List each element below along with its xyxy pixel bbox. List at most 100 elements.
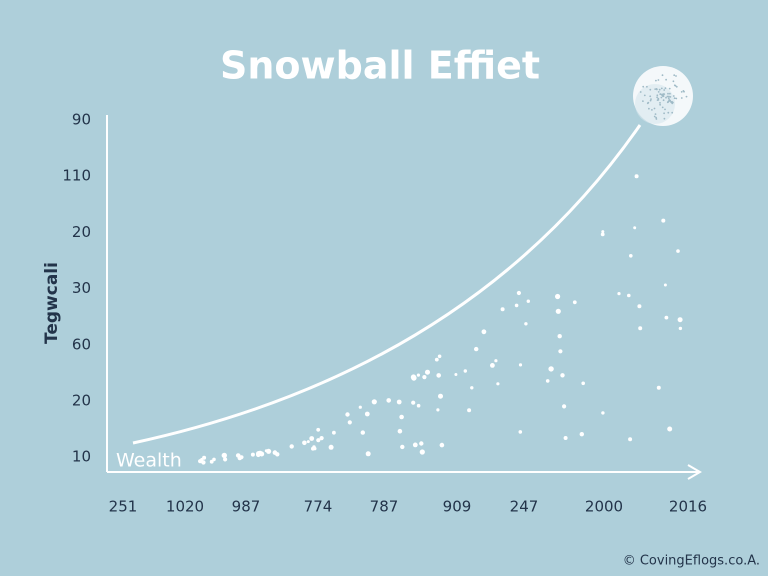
snowball-speck	[673, 84, 676, 87]
snowball-speck	[685, 95, 688, 98]
growth-curve	[132, 124, 642, 445]
snowball-speck	[667, 111, 670, 114]
snow-dot	[332, 430, 336, 435]
snow-dot	[557, 334, 562, 339]
snow-dot	[209, 459, 214, 464]
snow-dot	[200, 457, 204, 462]
snow-dot	[416, 373, 420, 377]
snowball-speck	[653, 107, 656, 110]
snow-dot	[397, 428, 403, 434]
snowball-speck	[680, 97, 683, 99]
snow-dot	[399, 414, 404, 420]
snow-dot	[676, 249, 680, 253]
snowball-speck	[649, 95, 652, 98]
snow-dot	[629, 254, 633, 258]
snowball-speck	[654, 88, 657, 90]
snowball-speck	[650, 98, 652, 100]
snow-dot	[311, 446, 315, 451]
snow-dot	[548, 366, 554, 372]
snow-dot	[555, 293, 561, 300]
y-label: 10	[72, 448, 91, 466]
snow-dot	[481, 329, 487, 335]
snow-dot	[425, 369, 430, 375]
snow-dot	[439, 442, 445, 448]
snow-dot	[360, 430, 365, 435]
snow-dot	[364, 411, 370, 417]
snowball-speck	[675, 97, 678, 100]
snowball-speck	[664, 108, 666, 111]
snow-dot	[319, 436, 324, 441]
snowball-speck	[683, 90, 685, 93]
snow-dot	[558, 349, 563, 354]
snow-dot	[572, 300, 577, 305]
snow-dot	[637, 304, 642, 309]
y-labels: 90 110 20 30 60 20 10	[62, 111, 91, 466]
snow-dot	[617, 292, 621, 296]
snow-dot	[638, 326, 643, 331]
snowball-speck	[661, 106, 664, 109]
x-label: 1020	[166, 498, 204, 516]
snow-dot	[410, 374, 417, 380]
snow-dot	[627, 293, 631, 298]
snow-dot	[677, 317, 683, 323]
snowball-speck	[663, 112, 665, 115]
snow-dot	[386, 398, 392, 403]
snow-dot	[358, 405, 362, 409]
snowball-speck	[646, 102, 649, 105]
snowball-speck	[663, 93, 666, 95]
snow-dot	[396, 399, 402, 405]
snowball-speck	[639, 91, 642, 93]
y-label: 60	[72, 335, 91, 353]
y-label: 90	[72, 111, 91, 129]
snowball-speck	[655, 79, 657, 82]
snowball-speck	[653, 115, 656, 118]
snowball-speck	[657, 99, 660, 101]
snow-dot	[419, 449, 425, 455]
snow-dot	[661, 218, 666, 223]
snowball-speck	[659, 103, 661, 106]
snow-dot	[434, 357, 439, 362]
x-label: 251	[109, 498, 138, 516]
snow-dot	[494, 359, 498, 363]
snow-dot	[201, 460, 206, 465]
snow-dot	[223, 457, 228, 462]
snowball-speck	[659, 93, 662, 96]
snow-dot	[516, 290, 522, 296]
snow-dot	[634, 174, 639, 179]
snowball-speck	[661, 74, 664, 77]
snow-dot	[667, 426, 673, 432]
snowball-speck	[663, 89, 666, 91]
snow-dot	[400, 444, 405, 450]
snow-dot	[212, 457, 216, 462]
snow-dot	[663, 283, 667, 287]
snowball-speck	[665, 96, 667, 99]
snow-dot	[514, 303, 519, 308]
snow-dot	[518, 363, 523, 367]
snow-dot	[496, 382, 500, 386]
snow-dot	[419, 441, 424, 446]
snow-dot	[316, 427, 321, 432]
snowball-speck	[657, 79, 660, 81]
snowball-speck	[675, 75, 677, 77]
snowball-speck	[649, 88, 652, 91]
snow-dot	[436, 373, 442, 378]
snow-dot	[257, 450, 263, 456]
y-label: 30	[72, 279, 91, 297]
snow-dot	[628, 437, 633, 442]
snow-dot	[524, 322, 528, 326]
snow-dot	[467, 408, 472, 413]
snowball-speck	[656, 94, 659, 97]
snow-dot	[306, 440, 310, 444]
snowball-speck	[672, 101, 674, 104]
snow-dot	[345, 412, 350, 417]
snowball-speck	[668, 87, 671, 90]
snow-dot	[371, 399, 377, 405]
snow-dot	[474, 346, 479, 352]
snowball-speck	[669, 92, 671, 95]
snow-dot	[579, 432, 584, 437]
snowball-speck	[654, 113, 657, 115]
snowball-speck	[642, 100, 644, 102]
snow-dot	[289, 444, 294, 449]
snow-dot	[411, 400, 416, 405]
